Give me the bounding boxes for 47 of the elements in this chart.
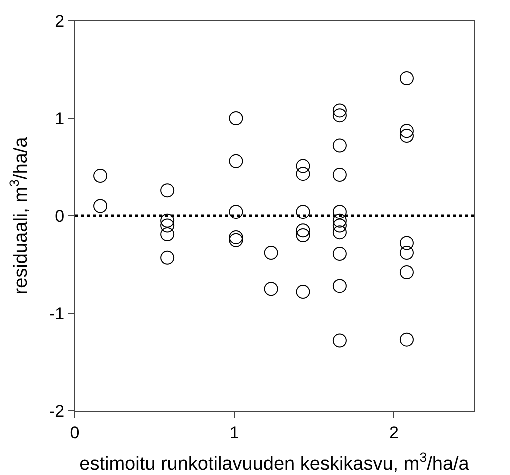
- point: [296, 228, 310, 242]
- point: [229, 154, 244, 168]
- point: [332, 279, 347, 294]
- point: [400, 236, 414, 250]
- y-tick-label: 1: [55, 109, 65, 128]
- point: [229, 230, 244, 244]
- point: [160, 250, 175, 265]
- point: [229, 233, 244, 248]
- y-tick-label: 0: [55, 206, 65, 226]
- point: [94, 169, 108, 184]
- point: [296, 159, 310, 174]
- point: [332, 168, 347, 182]
- x-tick-label: 1: [230, 423, 240, 442]
- point: [332, 226, 347, 240]
- point: [332, 218, 347, 233]
- point: [400, 129, 414, 144]
- point: [160, 228, 175, 242]
- point: [264, 246, 278, 260]
- point: [400, 72, 414, 86]
- point: [400, 246, 414, 260]
- x-tick-label: 0: [70, 423, 80, 442]
- point: [332, 205, 347, 220]
- point: [160, 218, 175, 233]
- point: [332, 247, 347, 262]
- point: [229, 205, 244, 220]
- point: [229, 112, 244, 126]
- point: [400, 124, 414, 138]
- x-axis-title: estimoitu runkotilavuuden keskikasvu, m$^{3}$/ha/a: [80, 450, 470, 475]
- y-tick-label: -2: [49, 402, 65, 421]
- point: [94, 199, 108, 214]
- point: [160, 184, 175, 198]
- point: [332, 138, 347, 153]
- y-tick-label: 2: [55, 12, 65, 31]
- point: [400, 266, 414, 280]
- point: [160, 214, 175, 228]
- point: [332, 104, 347, 118]
- y-tick-label: -1: [49, 304, 65, 324]
- point: [296, 205, 310, 220]
- point: [332, 334, 347, 348]
- point: [400, 332, 414, 347]
- point: [296, 224, 310, 238]
- point: [332, 214, 347, 228]
- x-tick-label: 2: [389, 423, 399, 442]
- point: [264, 282, 278, 296]
- point: [296, 285, 310, 300]
- point: [332, 108, 347, 123]
- point: [296, 167, 310, 182]
